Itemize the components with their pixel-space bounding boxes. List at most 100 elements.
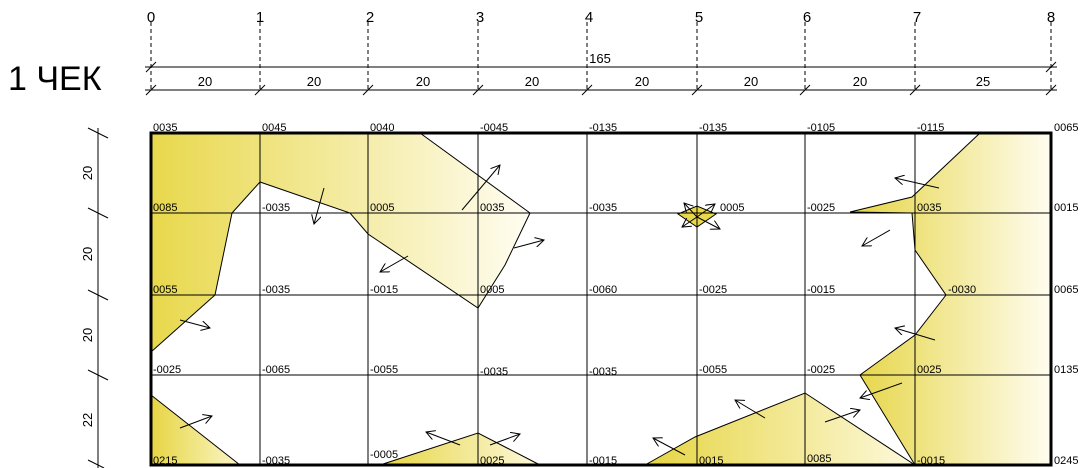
cell-value: -0035 [262,284,290,296]
axis-number: 5 [695,9,703,26]
plot-title: 1 ЧЕК [8,60,102,98]
flow-arrow [380,255,409,272]
flow-arrow [824,410,860,423]
cell-value: 0025 [480,455,504,467]
flow-arrow [696,204,715,218]
cell-value: -0015 [807,284,835,296]
cell-value: -0105 [807,122,835,134]
cell-value: 0245 [1054,455,1078,467]
column-width-label: 25 [976,74,990,89]
cell-value: 0035 [480,202,504,214]
zone-right [850,133,1051,465]
axis-number: 6 [803,9,811,26]
cell-value: -0035 [262,202,290,214]
cell-value: 0040 [370,122,394,134]
cell-value: -0025 [699,284,727,296]
cell-value: 0055 [153,284,177,296]
plot-boundary [149,131,1053,467]
flow-arrow [895,328,936,341]
grid [151,133,1051,465]
cell-values: 0035 0045 0040 -0045 -0135 -0135 -0105 -… [153,122,1078,467]
cell-value: 0005 [480,284,504,296]
flow-arrow [461,165,500,211]
axis-number: 2 [366,9,374,26]
cell-value: -0015 [917,455,945,467]
cell-value: 0015 [699,455,723,467]
flow-arrow [735,400,766,419]
cell-value: 0035 [153,122,177,134]
cell-value: 0015 [1054,202,1078,214]
row-height-label: 20 [80,247,95,261]
cell-value: -0115 [917,122,944,134]
flow-arrow [653,438,686,456]
axis-number: 0 [147,9,155,26]
cell-value: -0015 [370,284,398,296]
zone-bottom-mid [380,433,540,465]
flow-arrow [895,178,940,189]
cell-value: -0025 [153,364,181,376]
flow-arrow [682,216,698,227]
cell-value: 0135 [1054,364,1078,376]
cell-value: 0045 [262,122,286,134]
flow-arrow [862,229,891,246]
flow-arrows [179,165,940,456]
axis-number: 3 [476,9,484,26]
cell-value: 0085 [153,202,177,214]
flow-arrow [179,416,212,429]
row-height-label: 20 [80,166,95,180]
cell-value: -0015 [589,455,617,467]
cell-value: -0025 [807,202,835,214]
cell-value: 0065 [1054,284,1078,296]
cell-value: -0005 [370,449,398,461]
top-dimensions [145,61,1057,96]
cell-value: 0025 [917,364,941,376]
zone-boundaries [150,132,981,466]
cell-value: -0035 [480,366,508,378]
cell-value: -0055 [699,364,727,376]
cell-value: -0135 [699,122,727,134]
flow-arrow [860,382,903,398]
cell-value: 0005 [370,202,394,214]
flow-arrow [684,203,698,218]
axis-number: 4 [585,9,593,26]
top-axis: 0 1 2 3 4 5 6 7 8 [147,9,1055,90]
flow-arrow [179,319,210,328]
total-width-label: 165 [589,51,611,66]
column-width-label: 20 [416,74,430,89]
cell-value: 0085 [807,453,831,465]
column-width-label: 20 [525,74,539,89]
cell-value: -0135 [589,122,617,134]
zone-bottom-right [645,393,915,465]
cell-value: -0035 [589,366,617,378]
flow-arrow [426,432,461,446]
column-width-label: 20 [307,74,321,89]
row-height-label: 20 [80,328,95,342]
axis-number: 1 [256,9,264,26]
cell-value: -0060 [589,284,617,296]
cell-value: 0035 [917,202,941,214]
column-width-label: 20 [635,74,649,89]
cell-value: -0045 [480,122,508,134]
flow-arrow [696,216,720,229]
cell-value: -0065 [262,364,290,376]
cell-value: 0215 [153,455,177,467]
flow-arrow [489,434,520,446]
cell-value: 0005 [720,202,744,214]
row-height-label: 22 [80,413,95,427]
axis-number: 7 [913,9,921,26]
column-width-label: 20 [198,74,212,89]
cell-value: -0030 [948,284,976,296]
left-dimensions [87,127,109,468]
flow-arrow [513,240,544,249]
zone-top-left [151,133,530,352]
column-width-label: 20 [853,74,867,89]
cell-value: -0035 [262,455,290,467]
cell-value: -0025 [807,364,835,376]
column-width-label: 20 [744,74,758,89]
cell-value: -0035 [589,202,617,214]
axis-number: 8 [1047,9,1055,26]
cell-value: -0055 [370,364,398,376]
cell-value: 0065 [1054,122,1078,134]
flow-arrow [314,187,325,224]
